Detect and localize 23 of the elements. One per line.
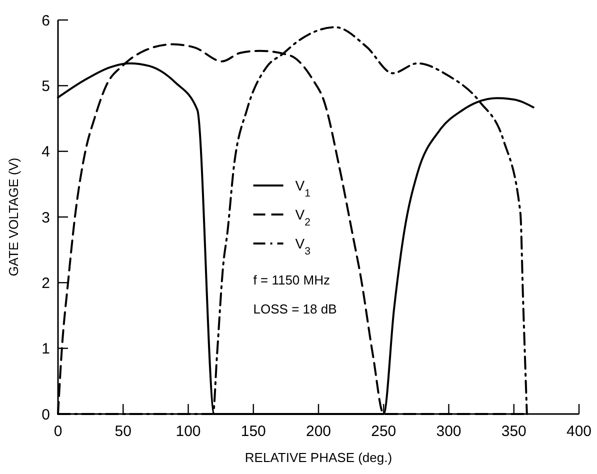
y-tick-label: 1 — [42, 340, 50, 358]
x-tick-label: 200 — [306, 423, 332, 440]
legend-label: V$_{2}$ — [295, 206, 311, 228]
y-tick-label: 2 — [42, 274, 50, 292]
x-tick-label: 400 — [566, 423, 592, 440]
x-tick-label: 300 — [436, 423, 462, 440]
x-tick-label: 150 — [240, 423, 266, 440]
legend-label: V$_{1}$ — [295, 177, 311, 200]
y-tick-label: 5 — [42, 78, 50, 95]
x-tick-label: 0 — [54, 423, 62, 440]
annotation: LOSS = 18 dB — [253, 301, 337, 316]
y-tick-label: 6 — [42, 12, 50, 30]
x-tick-label: 350 — [501, 423, 526, 440]
y-tick-label: 0 — [42, 406, 50, 424]
x-tick-label: 50 — [114, 423, 132, 440]
y-axis-title: GATE VOLTAGE (V) — [6, 158, 21, 276]
x-tick-label: 100 — [176, 423, 201, 440]
y-tick-label: 4 — [42, 144, 50, 161]
x-axis-title: RELATIVE PHASE (deg.) — [244, 450, 392, 465]
x-tick-label: 250 — [371, 423, 396, 440]
y-tick-label: 3 — [42, 209, 50, 226]
annotation: f = 1150 MHz — [253, 272, 330, 288]
legend-label: V$_{3}$ — [295, 235, 311, 258]
